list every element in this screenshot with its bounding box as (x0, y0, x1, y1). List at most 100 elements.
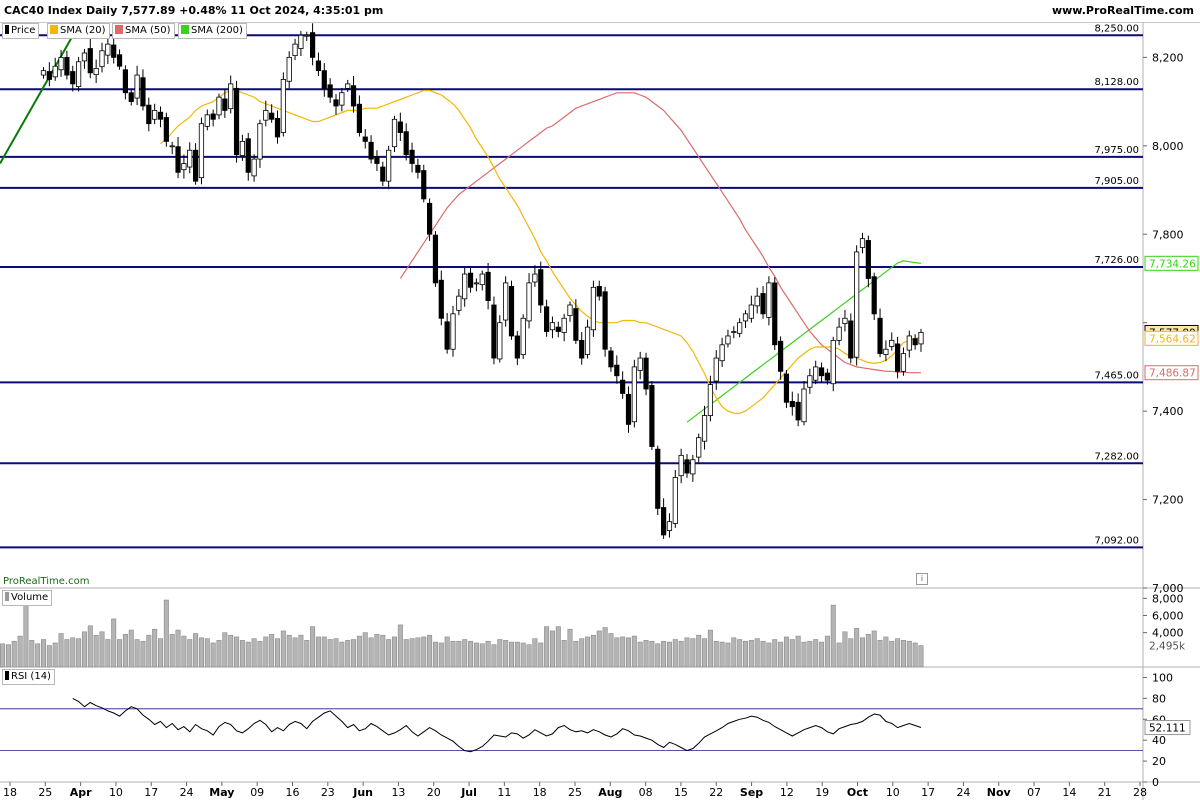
volume-bar (532, 638, 538, 668)
rsi-last-tag (1144, 720, 1191, 736)
volume-bar (239, 640, 245, 668)
volume-bar (713, 640, 719, 668)
time-axis-label: Apr (70, 786, 92, 799)
volume-bar (93, 634, 99, 668)
rsi-axis-label: 40 (1152, 734, 1166, 747)
candle-body (409, 149, 415, 164)
candle-body (491, 304, 497, 359)
volume-bar (778, 641, 784, 668)
volume-bar (181, 635, 187, 668)
price-legend[interactable]: Price (2, 23, 40, 39)
volume-bar (146, 634, 152, 668)
candle-body (672, 477, 678, 524)
last-value-tag (1144, 365, 1199, 381)
candle-body (701, 415, 708, 442)
candle-body (602, 291, 608, 350)
volume-bar (491, 644, 497, 668)
candle-body (532, 273, 538, 283)
candle-body (204, 114, 210, 127)
candle-body (778, 340, 784, 372)
chart-header: CAC40 Index Daily 7,577.89 +0.48% 11 Oct… (0, 0, 1200, 23)
level-label: 7,726.00 (1094, 255, 1139, 266)
sma50-legend[interactable]: SMA (50) (112, 23, 175, 39)
candle-body (795, 401, 801, 421)
candle-body (175, 146, 181, 173)
candle-body (503, 282, 509, 321)
sma20-legend[interactable]: SMA (20) (47, 23, 110, 39)
sma200-legend[interactable]: SMA (200) (178, 23, 247, 39)
volume-bar (339, 641, 345, 668)
volume-bar (801, 641, 807, 668)
candle-body (391, 118, 398, 148)
volume-bar (602, 627, 608, 668)
candle-body (473, 282, 480, 285)
candle-body (678, 454, 684, 477)
volume-bar (573, 640, 579, 668)
volume-legend[interactable]: Volume (2, 590, 53, 606)
info-icon[interactable]: i (916, 573, 928, 585)
time-axis-label: 10 (109, 786, 123, 799)
volume-bar (35, 643, 41, 668)
candle-body (900, 353, 907, 372)
volume-bar (128, 629, 134, 668)
volume-bar (824, 635, 830, 668)
volume-bar (421, 636, 427, 668)
candle-body (99, 50, 105, 68)
volume-bar (672, 639, 678, 668)
volume-bar (473, 642, 479, 668)
volume-bar (772, 639, 778, 668)
candle-body (210, 113, 216, 120)
sma20-line (160, 89, 922, 414)
candle-body (368, 141, 374, 160)
candle-body (169, 145, 175, 148)
volume-axis-label: 8,000 (1152, 592, 1184, 605)
brand-link[interactable]: www.ProRealTime.com (1051, 4, 1194, 17)
price-axis-label: 7,200 (1152, 494, 1184, 507)
volume-bar (386, 639, 392, 668)
time-axis-label: 12 (780, 786, 794, 799)
candle-body (444, 321, 450, 350)
candle-body (426, 202, 433, 235)
volume-bar (760, 640, 766, 668)
candle-body (333, 99, 339, 107)
volume-bar (427, 634, 433, 668)
last-value-tag (1144, 330, 1199, 346)
candle-body (87, 48, 93, 74)
volume-last-label: 2,495k (1149, 641, 1186, 653)
volume-bar (204, 638, 210, 668)
volume-bar (590, 634, 596, 668)
price-legend-label: Price (11, 25, 36, 36)
volume-bar (380, 634, 386, 668)
time-axis-label: Nov (987, 786, 1012, 799)
candle-body (128, 92, 134, 102)
rsi-axis-label: 80 (1152, 692, 1166, 705)
candle-body (526, 282, 532, 322)
candle-body (181, 163, 187, 171)
volume-bar (503, 640, 509, 668)
volume-bar (310, 626, 316, 668)
time-axis-label: Sep (740, 786, 763, 799)
candle-body (883, 348, 889, 355)
candle-body (918, 332, 924, 345)
volume-bar (912, 642, 918, 668)
volume-bar (158, 638, 164, 668)
candle-body (292, 43, 298, 57)
volume-bar (497, 639, 503, 668)
volume-bar (783, 636, 789, 668)
candle-body (380, 166, 386, 182)
sma200-line (686, 260, 922, 423)
volume-bar (263, 636, 269, 668)
candle-body (157, 111, 164, 120)
candle-body (573, 308, 579, 341)
volume-bar (362, 632, 368, 668)
volume-bar (415, 637, 421, 668)
rsi-legend[interactable]: RSI (14) (2, 669, 55, 685)
volume-bar (754, 638, 760, 668)
rsi-legend-label: RSI (14) (11, 671, 51, 682)
time-axis-label: Oct (847, 786, 868, 799)
volume-bar (298, 634, 304, 668)
volume-bar (356, 635, 362, 668)
candle-body (257, 123, 263, 160)
volume-bar (76, 638, 82, 668)
